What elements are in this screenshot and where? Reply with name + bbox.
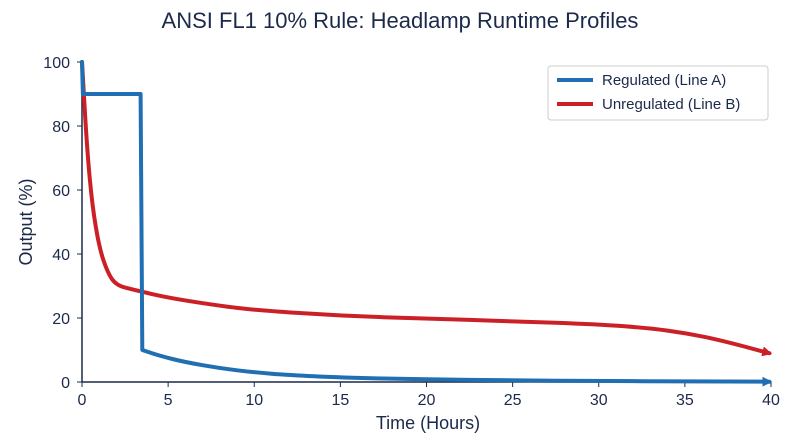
y-tick-label: 100 xyxy=(43,55,70,72)
legend-label-regulated: Regulated (Line A) xyxy=(602,72,726,89)
y-axis-label: Output (%) xyxy=(16,178,36,265)
x-tick-label: 40 xyxy=(762,392,780,409)
x-tick-label: 30 xyxy=(590,392,608,409)
x-ticks: 0 5 10 15 20 25 30 35 40 xyxy=(78,382,780,409)
y-tick-label: 0 xyxy=(61,375,70,392)
x-tick-label: 25 xyxy=(504,392,522,409)
x-tick-label: 20 xyxy=(418,392,436,409)
chart-title: ANSI FL1 10% Rule: Headlamp Runtime Prof… xyxy=(162,8,639,33)
x-tick-label: 0 xyxy=(78,392,87,409)
y-ticks: 0 20 40 60 80 100 xyxy=(43,55,82,392)
y-tick-label: 60 xyxy=(52,183,70,200)
legend-label-unregulated: Unregulated (Line B) xyxy=(602,96,740,113)
series-line-regulated xyxy=(80,60,773,387)
legend-box xyxy=(547,65,769,121)
x-tick-label: 5 xyxy=(164,392,173,409)
y-tick-label: 80 xyxy=(52,119,70,136)
series-lines xyxy=(80,60,773,387)
x-axis-label: Time (Hours) xyxy=(376,413,480,433)
x-tick-label: 35 xyxy=(676,392,694,409)
y-tick-label: 40 xyxy=(52,247,70,264)
y-tick-label: 20 xyxy=(52,311,70,328)
series-line-unregulated xyxy=(80,60,773,357)
x-tick-label: 10 xyxy=(245,392,263,409)
legend: Regulated (Line A) Unregulated (Line B) xyxy=(547,65,769,121)
x-tick-label: 15 xyxy=(331,392,349,409)
